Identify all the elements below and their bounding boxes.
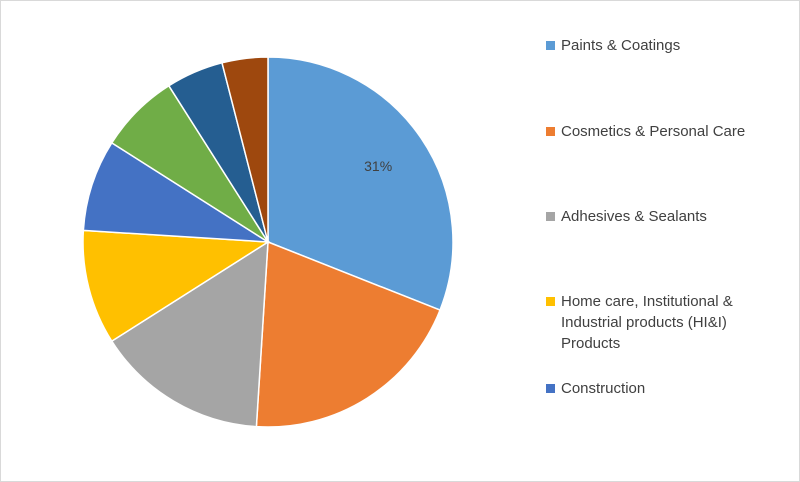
pie-slice — [82, 141, 269, 243]
legend-label: Adhesives & Sealants — [561, 208, 707, 225]
pie-slice — [221, 56, 269, 243]
data-label: 31% — [364, 158, 392, 174]
legend-label: Paints & Coatings — [561, 37, 681, 54]
legend-label: Cosmetics & Personal Care — [561, 123, 746, 140]
legend-item: Paints & Coatings — [546, 35, 786, 56]
legend-item: Cosmetics & Personal Care — [546, 121, 786, 142]
legend-swatch — [546, 384, 555, 393]
legend-item: Home care, Institutional & Industrial pr… — [546, 291, 786, 354]
pie-slice — [267, 56, 454, 312]
legend-swatch — [546, 297, 555, 306]
legend-swatch — [546, 41, 555, 50]
legend-swatch — [546, 127, 555, 136]
legend-label: Home care, Institutional & Industrial pr… — [561, 293, 733, 352]
pie-slice — [110, 240, 269, 428]
pie-slice — [255, 240, 441, 428]
legend-swatch — [546, 212, 555, 221]
pie-slice — [82, 229, 271, 343]
legend-item: Adhesives & Sealants — [546, 206, 786, 227]
legend-item: Construction — [546, 378, 786, 399]
legend-label: Construction — [561, 380, 646, 397]
